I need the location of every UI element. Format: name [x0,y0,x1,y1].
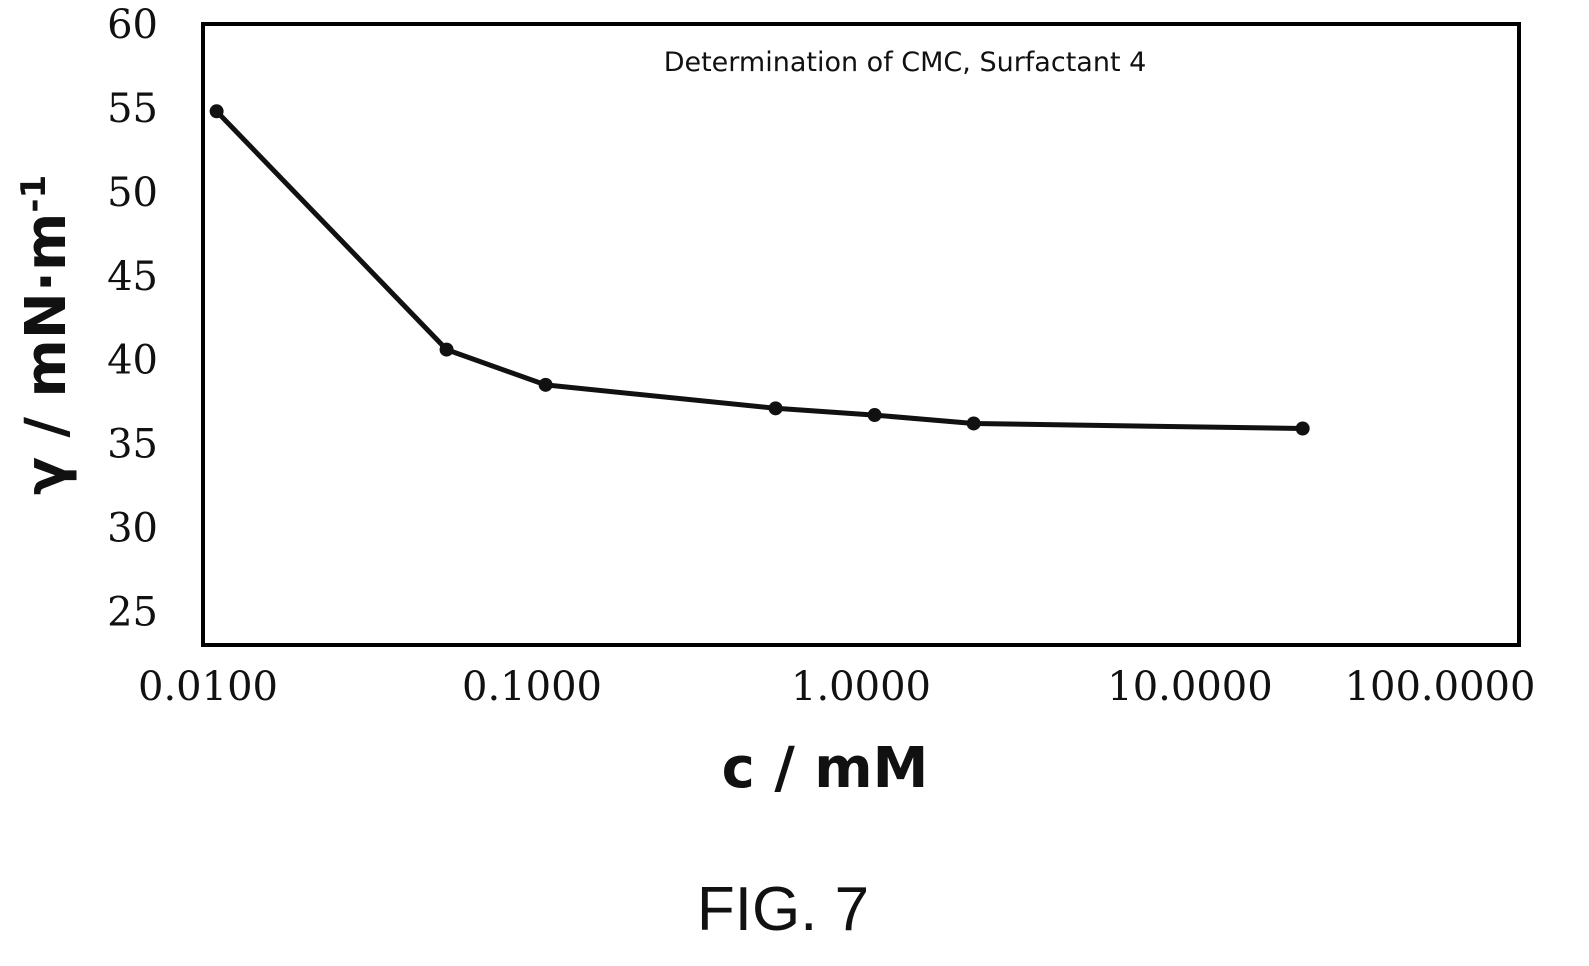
y-tick-label-6: 55 [107,86,158,132]
series-line-0 [214,109,1303,431]
x-tick-label-1: 0.1000 [462,664,602,710]
y-tick-label-7: 60 [107,2,158,48]
x-tick-label-0: 0.0100 [138,664,278,710]
y-tick-label-0: 25 [107,589,158,635]
data-point-2 [538,377,553,392]
x-tick-labels: 0.0100 0.1000 1.0000 10.0000 100.0000 [138,664,1535,710]
chart-title: Determination of CMC, Surfactant 4 [664,47,1147,78]
data-point-1 [439,342,454,357]
data-point-6 [1295,421,1310,436]
y-axis-label-text: γ / mN·m [14,213,79,495]
series-layer [209,104,1310,436]
y-axis-label: γ / mN·m-1 [14,175,79,495]
y-tick-label-5: 50 [107,170,158,216]
data-point-3 [768,401,783,416]
data-point-5 [966,416,981,431]
x-tick-label-4: 100.0000 [1345,664,1536,710]
y-axis-label-superscript: -1 [14,175,54,213]
figure-caption: FIG. 7 [697,875,869,944]
y-tick-label-4: 45 [107,254,158,300]
x-tick-label-3: 10.0000 [1107,664,1272,710]
x-tick-label-2: 1.0000 [791,664,931,710]
plot-frame [201,22,1521,647]
data-point-0 [209,104,224,119]
y-tick-labels: 25 30 35 40 45 50 55 60 [107,2,158,635]
x-axis-label: c / mM [722,736,929,801]
y-tick-label-1: 30 [107,506,158,552]
y-tick-label-3: 40 [107,338,158,384]
data-point-4 [867,408,882,423]
y-tick-label-2: 35 [107,422,158,468]
